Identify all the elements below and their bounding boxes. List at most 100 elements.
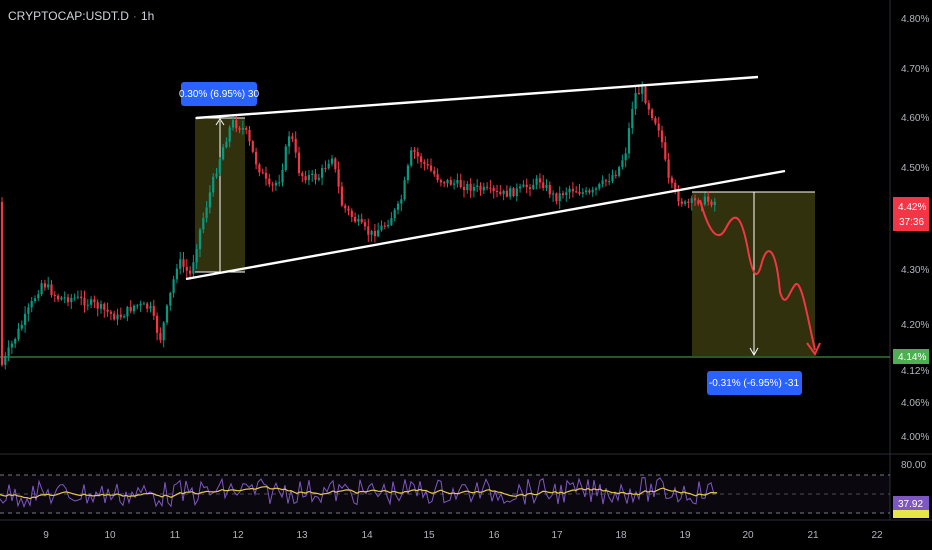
candle-body bbox=[552, 193, 555, 195]
candle-body bbox=[297, 152, 301, 174]
candle-body bbox=[654, 117, 657, 124]
time-tick: 21 bbox=[807, 530, 819, 541]
candle-body bbox=[123, 316, 126, 318]
candle-body bbox=[624, 153, 627, 161]
candle-body bbox=[80, 296, 83, 299]
candle-body bbox=[311, 173, 314, 176]
candle-body bbox=[482, 186, 485, 191]
candle-body bbox=[416, 152, 419, 157]
candle-body bbox=[53, 294, 56, 296]
candle-body bbox=[228, 127, 231, 142]
wedge-lower-trendline[interactable] bbox=[185, 169, 786, 281]
candle-body bbox=[634, 93, 637, 109]
last-price-tag: 4.42% bbox=[898, 202, 926, 213]
candle-body bbox=[618, 167, 621, 176]
rsi-ma-value-tag-bg bbox=[893, 510, 929, 518]
candle-body bbox=[268, 178, 271, 185]
candle-body bbox=[109, 311, 112, 314]
candle-body bbox=[248, 129, 251, 142]
candle-body bbox=[149, 306, 152, 309]
candle-body bbox=[512, 188, 515, 197]
candle-body bbox=[231, 120, 235, 128]
candle-body bbox=[17, 328, 20, 340]
candle-body bbox=[525, 184, 528, 188]
candle-body bbox=[456, 180, 459, 184]
price-tick: 4.12% bbox=[901, 366, 929, 377]
candle-body bbox=[241, 127, 244, 130]
candle-body bbox=[175, 268, 178, 280]
candle-body bbox=[575, 191, 578, 193]
candle-body bbox=[278, 182, 281, 184]
candle-body bbox=[189, 270, 192, 274]
measure-up-label: 0.30% (6.95%) 30 bbox=[179, 89, 259, 100]
candle-body bbox=[542, 182, 545, 189]
candle-body bbox=[50, 284, 53, 295]
time-tick: 18 bbox=[615, 530, 627, 541]
candle-body bbox=[291, 136, 294, 139]
candle-body bbox=[621, 160, 624, 168]
candle-body bbox=[324, 168, 327, 170]
candle-body bbox=[426, 163, 429, 166]
candle-body bbox=[713, 201, 716, 206]
candle-body bbox=[449, 179, 452, 185]
candle-body bbox=[608, 181, 611, 183]
candle-body bbox=[27, 307, 30, 314]
candle-body bbox=[660, 130, 664, 143]
candle-body bbox=[641, 86, 644, 94]
projection-path[interactable] bbox=[699, 199, 816, 351]
rsi-tick: 80.00 bbox=[901, 460, 926, 471]
candle-body bbox=[532, 184, 535, 190]
candle-body bbox=[73, 297, 76, 299]
candle-body bbox=[208, 192, 211, 208]
candle-body bbox=[340, 186, 343, 206]
candle-body bbox=[693, 198, 697, 201]
candle-body bbox=[423, 162, 426, 164]
candle-body bbox=[707, 196, 710, 202]
candle-body bbox=[314, 173, 317, 180]
candle-body bbox=[703, 196, 706, 205]
candle-body bbox=[327, 163, 330, 169]
candle-body bbox=[667, 159, 670, 178]
candle-body bbox=[433, 170, 436, 175]
candle-body bbox=[146, 303, 149, 309]
rsi-ma-line bbox=[0, 486, 717, 500]
candle-body bbox=[192, 262, 195, 274]
candle-body bbox=[637, 93, 640, 95]
measure-down-arrowhead bbox=[749, 347, 759, 357]
time-tick: 13 bbox=[296, 530, 308, 541]
candle-body bbox=[264, 172, 268, 179]
candle-body bbox=[284, 146, 287, 171]
candle-body bbox=[14, 339, 17, 344]
candle-body bbox=[20, 324, 23, 329]
candle-body bbox=[185, 266, 188, 271]
candle-body bbox=[604, 180, 607, 182]
candle-body bbox=[274, 182, 277, 186]
countdown-tag: 37:36 bbox=[899, 217, 924, 228]
candle-body bbox=[479, 185, 482, 191]
wedge-upper-trendline[interactable] bbox=[195, 75, 759, 120]
candle-body bbox=[519, 186, 522, 189]
chart-symbol-title[interactable]: CRYPTOCAP:USDT.D · 1h bbox=[8, 9, 154, 23]
candle-body bbox=[568, 188, 571, 193]
candle-body bbox=[334, 158, 337, 170]
price-tick: 4.70% bbox=[901, 64, 929, 75]
candle-body bbox=[136, 305, 139, 307]
candle-body bbox=[545, 184, 548, 189]
candle-body bbox=[172, 279, 175, 293]
candle-body bbox=[271, 184, 274, 186]
candle-body bbox=[202, 218, 205, 230]
candle-body bbox=[502, 190, 505, 194]
candle-body bbox=[350, 210, 353, 217]
candle-body bbox=[235, 120, 238, 129]
candle-body bbox=[631, 108, 634, 129]
candle-body bbox=[420, 156, 423, 163]
candle-body bbox=[535, 178, 538, 185]
candle-body bbox=[195, 249, 198, 263]
candle-body bbox=[96, 302, 99, 309]
candle-body bbox=[255, 151, 258, 165]
price-tick: 4.80% bbox=[901, 14, 929, 25]
interval-label: 1h bbox=[140, 9, 155, 23]
candle-body bbox=[205, 207, 208, 219]
candle-body bbox=[106, 309, 109, 312]
